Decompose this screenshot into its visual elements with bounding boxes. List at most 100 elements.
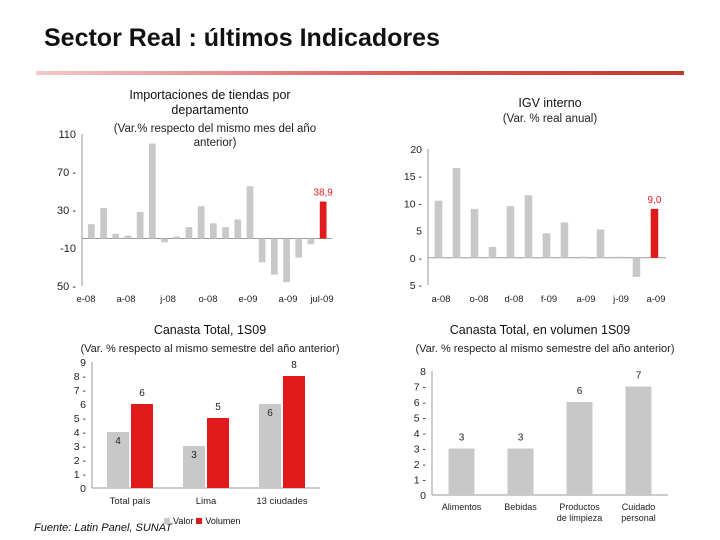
canasta-total-subtitle: (Var. % respecto al mismo semestre del a… — [80, 343, 340, 355]
canasta-volumen-subtitle: (Var. % respecto al mismo semestre del a… — [415, 343, 675, 355]
x-tick-label: e-08 — [76, 294, 95, 305]
y-tick-label: 1 - — [74, 469, 87, 481]
bar — [100, 208, 107, 239]
x-tick-label: o-08 — [198, 294, 217, 305]
canasta-total-title: Canasta Total, 1S09 — [153, 323, 267, 337]
x-tick-label: o-08 — [469, 294, 488, 305]
bar — [136, 211, 144, 239]
bar — [560, 222, 569, 258]
y-tick-label: 110 — [58, 129, 76, 141]
imports-chart-subtitle: (Var.% respecto del mismo mes del año an… — [113, 123, 317, 149]
bar-value-label: 6 — [577, 386, 583, 397]
bar — [470, 208, 479, 258]
x-tick-label: e-09 — [238, 294, 257, 305]
y-tick-label: 7 - — [74, 385, 87, 397]
bar — [185, 227, 193, 239]
y-tick-label: 15 - — [404, 171, 423, 183]
y-tick-label: 7 - — [414, 382, 427, 394]
bar — [307, 238, 315, 245]
x-tick-label: a-08 — [116, 294, 135, 305]
x-tick-label: Total país — [110, 496, 151, 507]
bar — [434, 200, 443, 258]
bar — [88, 224, 95, 239]
bar — [578, 256, 587, 258]
y-tick-label: 8 - — [74, 371, 87, 383]
y-tick-label: 50 - — [57, 281, 76, 293]
y-tick-label: 5 - — [410, 280, 423, 292]
bar — [542, 233, 551, 258]
bar-value-label: 9,0 — [648, 195, 662, 206]
y-tick-label: 6 — [80, 399, 86, 411]
x-tick-label: de limpieza — [557, 513, 603, 523]
bar-value-label: 7 — [636, 371, 642, 382]
bar — [283, 376, 305, 488]
bar — [271, 238, 278, 275]
bar — [506, 206, 515, 258]
bar — [112, 233, 120, 239]
y-tick-label: 9 — [80, 357, 86, 369]
imports-bar-chart: 110 70 - 30 - -10 50 - 38,9 e-08 a-08 j-08 o-08 e-… — [57, 129, 334, 305]
bar — [197, 206, 205, 239]
canasta-volumen-title: Canasta Total, en volumen 1S09 — [449, 323, 631, 337]
y-tick-label: 10 - — [404, 198, 423, 210]
x-tick-label: a-08 — [431, 294, 450, 305]
legend-label-valor: Valor — [173, 516, 194, 526]
bar-value-label: 8 — [291, 360, 297, 371]
y-tick-label: 5 - — [414, 413, 427, 425]
bar — [448, 448, 475, 495]
igv-chart-title: IGV interno — [518, 96, 582, 110]
x-tick-label: Bebidas — [504, 502, 537, 512]
x-tick-label: jul-09 — [309, 294, 333, 305]
y-tick-label: 1 - — [414, 475, 427, 487]
y-tick-label: 2 - — [414, 459, 427, 471]
legend-label-volumen: Volumen — [205, 516, 241, 526]
bar — [614, 256, 623, 258]
bar-value-label: 4 — [115, 436, 121, 447]
bar — [161, 238, 168, 243]
bar — [566, 402, 593, 495]
igv-bar-chart: 20 15 - 10 - 5 0 - 5 - 9,0 a-08 o-08 d-08 f-09 a-09… — [404, 144, 666, 305]
y-tick-label: 4 - — [414, 428, 427, 440]
bar — [524, 195, 533, 258]
bar-value-label: 3 — [459, 433, 465, 444]
bar — [149, 143, 156, 239]
bar — [650, 208, 659, 258]
igv-chart-subtitle: (Var. % real anual) — [502, 113, 598, 125]
source-note: Fuente: Latin Panel, SUNAT — [34, 522, 172, 534]
bar — [183, 446, 205, 488]
bar-value-label: 5 — [215, 402, 221, 413]
x-tick-label: j-09 — [612, 294, 629, 305]
bar — [131, 404, 153, 488]
chart-legend: Valor Volumen — [164, 516, 240, 526]
x-tick-label: Productos — [559, 502, 600, 512]
bar — [295, 238, 303, 258]
y-tick-label: 5 - — [74, 413, 87, 425]
bar — [632, 257, 641, 277]
y-tick-label: 70 - — [57, 167, 76, 179]
x-tick-label: d-08 — [504, 294, 523, 305]
bar — [625, 386, 652, 495]
bar — [107, 432, 129, 488]
legend-swatch-volumen — [196, 518, 203, 524]
bar — [259, 404, 281, 488]
y-tick-label: 6 - — [414, 397, 427, 409]
slide-title: Sector Real : últimos Indicadores — [44, 24, 440, 52]
x-tick-label: a-09 — [646, 294, 665, 305]
bar-value-label: 38,9 — [313, 188, 333, 199]
bar — [222, 227, 229, 239]
bar — [207, 418, 229, 488]
bar — [246, 186, 254, 239]
bar — [173, 236, 181, 239]
imports-chart-title: Importaciones de tiendas por departament… — [129, 88, 291, 117]
bar — [452, 168, 461, 258]
x-tick-label: a-09 — [278, 294, 297, 305]
x-tick-label: a-09 — [576, 294, 595, 305]
bar — [596, 229, 605, 258]
bar-value-label: 6 — [139, 388, 145, 399]
x-tick-label: Cuidado — [622, 502, 656, 512]
x-tick-label: j-08 — [159, 294, 176, 305]
y-tick-label: 0 - — [410, 253, 423, 265]
x-tick-label: 13 ciudades — [256, 496, 307, 507]
